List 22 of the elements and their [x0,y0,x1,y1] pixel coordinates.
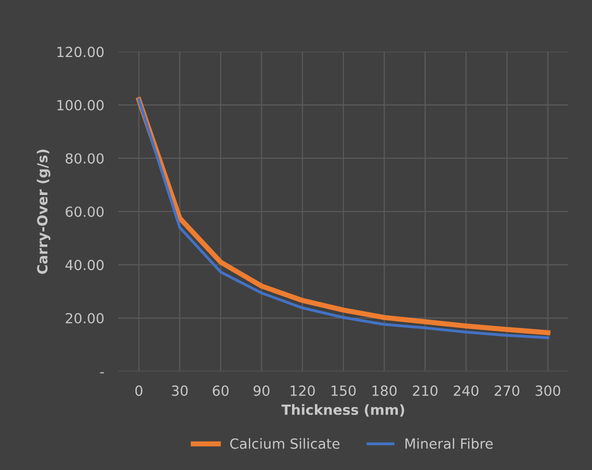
x-tick-label: 180 [372,385,397,396]
y-tick-label: 100.00 [57,100,104,110]
x-tick-label: 300 [536,385,560,396]
y-tick-label: 20.00 [66,313,104,324]
x-tick-label: 0 [135,385,142,396]
x-tick-label: 270 [494,385,520,396]
y-axis-title: Carry-Over (g/s) [36,150,50,274]
x-tick-label: 90 [254,385,270,396]
x-tick-label: 210 [412,385,438,396]
x-tick-label: 120 [290,385,315,396]
legend-label: Calcium Silicate [230,438,340,449]
x-tick-label: 60 [212,385,229,396]
x-axis-title: Thickness (mm) [281,404,404,417]
y-tick-label: 120.00 [57,46,104,58]
y-tick-label: 60.00 [66,206,104,217]
x-tick-label: 240 [454,385,478,396]
y-tick-label: 40.00 [65,260,104,270]
y-tick-label: - [100,372,104,374]
legend-label: Mineral Fibre [406,438,493,449]
y-tick-label: 80.00 [66,153,104,164]
x-tick-label: 150 [332,385,356,396]
x-tick-label: 30 [172,385,188,396]
